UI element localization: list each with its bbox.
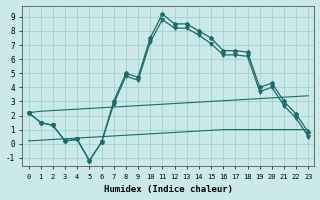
- X-axis label: Humidex (Indice chaleur): Humidex (Indice chaleur): [104, 185, 233, 194]
